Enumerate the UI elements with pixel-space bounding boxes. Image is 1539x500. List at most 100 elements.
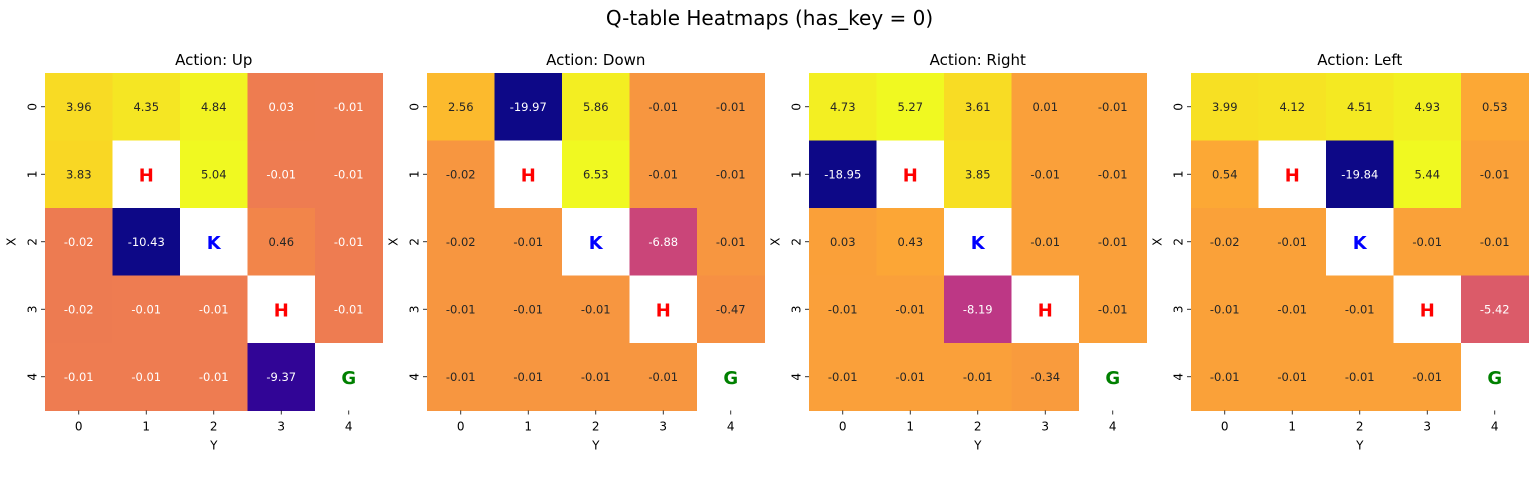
cell-value-label: -0.02 [64, 235, 94, 249]
cell-marker: K [1353, 233, 1368, 254]
heatmap-cell [1258, 275, 1327, 344]
cell-value-label: -0.01 [334, 302, 364, 316]
heatmap-cell [1191, 275, 1259, 344]
cell-value-label: -6.88 [648, 235, 678, 249]
cell-value-label: -0.01 [513, 235, 543, 249]
heatmap-cell [809, 208, 877, 276]
heatmap-cell-empty [1393, 275, 1462, 344]
cell-value-label: -0.01 [266, 167, 296, 181]
y-tick-label: 1 [1172, 170, 1186, 178]
cell-value-label: 3.99 [1212, 100, 1238, 114]
heatmap-cell [809, 140, 877, 209]
heatmap-cell [1079, 73, 1147, 141]
cell-value-label: -0.01 [1098, 302, 1128, 316]
heatmap-cell [427, 208, 495, 276]
heatmap-cell-empty [112, 140, 181, 209]
x-tick-label: 3 [1041, 420, 1049, 434]
panel-title: Action: Up [175, 51, 252, 69]
heatmap-panel: Action: Right 4.73 5.27 3.61 0.01 -0.01 -18.95… [769, 51, 1147, 453]
heatmap-cell [180, 140, 248, 209]
cell-marker: H [903, 165, 918, 186]
y-tick-label: 1 [26, 170, 40, 178]
cell-value-label: -0.02 [446, 235, 476, 249]
heatmap-cell-empty [315, 343, 383, 411]
cell-value-label: 0.03 [830, 235, 856, 249]
cell-value-label: -0.01 [581, 370, 611, 384]
cell-value-label: -0.01 [1480, 167, 1510, 181]
cell-value-label: -0.01 [1210, 370, 1240, 384]
heatmap-cell [315, 140, 383, 209]
cell-value-label: -0.01 [199, 302, 229, 316]
cell-marker: K [207, 233, 222, 254]
heatmap-cell-empty [1079, 343, 1147, 411]
cell-marker: K [589, 233, 604, 254]
cell-value-label: -0.01 [1210, 302, 1240, 316]
heatmap-cell [247, 208, 316, 276]
cell-value-label: 3.83 [66, 167, 92, 181]
heatmap-cell [697, 275, 765, 344]
heatmap-cell [180, 343, 248, 411]
cell-value-label: -0.01 [334, 235, 364, 249]
cell-value-label: 6.53 [583, 167, 609, 181]
cell-value-label: -0.01 [1030, 167, 1060, 181]
heatmap-cell [629, 343, 698, 411]
y-tick-label: 3 [790, 305, 804, 313]
y-tick-label: 1 [790, 170, 804, 178]
y-tick-label: 4 [26, 373, 40, 381]
cell-value-label: -0.01 [1030, 235, 1060, 249]
heatmap-cell [45, 275, 113, 344]
x-tick-label: 0 [75, 420, 83, 434]
cell-value-label: -0.01 [828, 302, 858, 316]
y-tick-label: 4 [1172, 373, 1186, 381]
cell-value-label: -0.01 [895, 370, 925, 384]
heatmap-cell [1011, 140, 1080, 209]
y-tick-label: 2 [1172, 238, 1186, 246]
heatmap-cell-empty [1461, 343, 1529, 411]
y-axis-label: X [387, 238, 401, 246]
heatmap-cell [315, 73, 383, 141]
heatmap-cell [1461, 73, 1529, 141]
y-tick-label: 3 [26, 305, 40, 313]
cell-value-label: -0.01 [716, 100, 746, 114]
heatmap-cell [1191, 343, 1259, 411]
cell-value-label: -0.01 [1480, 235, 1510, 249]
cell-value-label: -19.97 [510, 100, 547, 114]
heatmap-cell [697, 208, 765, 276]
heatmap-cell [247, 73, 316, 141]
cell-value-label: -10.43 [128, 235, 165, 249]
heatmap-cell [45, 208, 113, 276]
cell-value-label: 4.84 [201, 100, 227, 114]
x-tick-label: 4 [1491, 420, 1499, 434]
heatmap-cell-empty [180, 208, 248, 276]
heatmap-cell [1393, 73, 1462, 141]
cell-value-label: -0.01 [581, 302, 611, 316]
heatmap-cell [494, 343, 563, 411]
heatmap-cell [427, 275, 495, 344]
heatmap-cell [809, 343, 877, 411]
heatmap-cell [1079, 208, 1147, 276]
y-tick-label: 0 [26, 103, 40, 111]
cell-value-label: 5.44 [1414, 167, 1440, 181]
y-tick-label: 2 [408, 238, 422, 246]
heatmap-cell [1079, 140, 1147, 209]
heatmap-cell [876, 208, 945, 276]
x-tick-label: 0 [839, 420, 847, 434]
cell-value-label: 4.12 [1279, 100, 1305, 114]
cell-value-label: -0.01 [648, 167, 678, 181]
heatmap-panel: Action: Left 3.99 4.12 4.51 4.93 0.53 0.54 H -19… [1151, 51, 1529, 453]
heatmap-cell [1461, 140, 1529, 209]
cell-value-label: -0.01 [895, 302, 925, 316]
heatmap-cell [1011, 73, 1080, 141]
heatmap-cell [1191, 73, 1259, 141]
heatmap-cell [112, 73, 181, 141]
heatmap-cell [427, 73, 495, 141]
cell-marker: H [274, 300, 289, 321]
heatmap-cell-empty [247, 275, 316, 344]
heatmap-cell [1393, 343, 1462, 411]
heatmap-cell [944, 73, 1012, 141]
heatmap-cell-empty [697, 343, 765, 411]
x-tick-label: 0 [1221, 420, 1229, 434]
cell-value-label: -0.01 [716, 167, 746, 181]
heatmap-cell [1258, 73, 1327, 141]
